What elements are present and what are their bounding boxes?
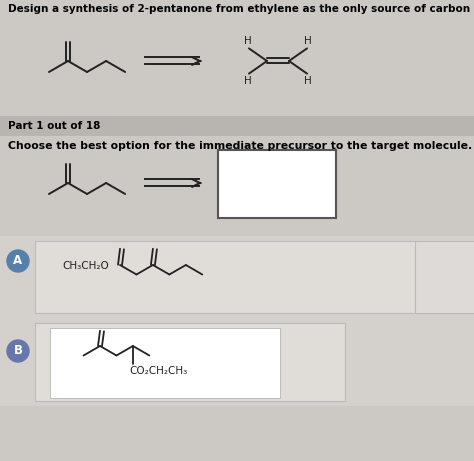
Text: H: H — [244, 36, 252, 47]
Text: A: A — [13, 254, 23, 267]
Circle shape — [7, 250, 29, 272]
Text: H: H — [244, 76, 252, 86]
Text: CO₂CH₂CH₃: CO₂CH₂CH₃ — [129, 366, 187, 376]
Bar — [0, 0, 474, 116]
Bar — [50, 328, 280, 398]
Circle shape — [7, 340, 29, 362]
Text: H: H — [304, 76, 312, 86]
Text: H: H — [304, 36, 312, 47]
Bar — [35, 241, 474, 313]
Text: Choose the best option for the immediate precursor to the target molecule.: Choose the best option for the immediate… — [8, 141, 472, 151]
Bar — [0, 236, 474, 318]
Bar — [35, 323, 345, 401]
Bar — [218, 150, 336, 218]
Text: Design a synthesis of 2-pentanone from ethylene as the only source of carbon in : Design a synthesis of 2-pentanone from e… — [8, 4, 474, 14]
Bar — [35, 241, 415, 313]
Text: Part 1 out of 18: Part 1 out of 18 — [8, 121, 100, 131]
Text: B: B — [13, 344, 22, 357]
Bar — [0, 116, 474, 136]
Bar — [0, 318, 474, 406]
Bar — [0, 136, 474, 236]
Text: CH₃CH₂O: CH₃CH₂O — [62, 261, 109, 271]
